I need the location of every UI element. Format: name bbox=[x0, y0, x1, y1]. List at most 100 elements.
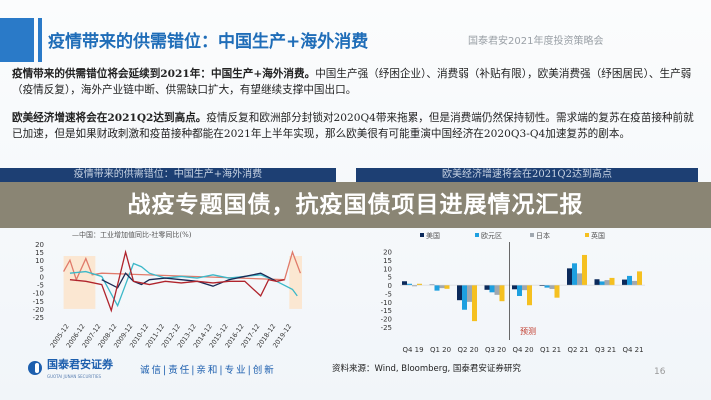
header-accent-line bbox=[38, 18, 42, 62]
bar bbox=[604, 280, 610, 286]
bar bbox=[417, 283, 422, 286]
y-tick-label: 10 bbox=[383, 265, 392, 273]
series-line bbox=[69, 262, 298, 308]
bar bbox=[467, 285, 472, 302]
legend-swatch bbox=[530, 233, 534, 237]
bar bbox=[567, 268, 572, 286]
series-line bbox=[101, 272, 277, 289]
brand-logo-icon bbox=[28, 361, 42, 375]
legend-swatch bbox=[475, 233, 479, 237]
bar bbox=[462, 285, 467, 310]
y-tick-label: 15 bbox=[383, 257, 392, 265]
y-tick-label: 10 bbox=[35, 257, 44, 265]
y-tick-label: 20 bbox=[383, 249, 392, 257]
x-tick-label: Q4 20 bbox=[512, 346, 533, 354]
x-tick-label: Q4 21 bbox=[622, 346, 643, 354]
bar bbox=[594, 279, 600, 286]
brand-name: 国泰君安证券 bbox=[47, 358, 113, 371]
bar bbox=[472, 285, 477, 322]
bar bbox=[599, 281, 605, 286]
x-tick-label: Q3 21 bbox=[595, 346, 616, 354]
bar bbox=[632, 280, 637, 286]
legend-label: 日本 bbox=[536, 231, 550, 240]
bar bbox=[577, 273, 582, 286]
bar bbox=[549, 285, 555, 289]
bar bbox=[429, 284, 435, 286]
legend-label: 欧元区 bbox=[481, 231, 502, 240]
y-tick-label: -10 bbox=[33, 290, 44, 298]
paragraph-1-lead: 疫情带来的供需错位将会延续到2021年：中国生产+海外消费。 bbox=[12, 68, 316, 80]
slogan: 诚信|责任|亲和|专业|创新 bbox=[140, 365, 276, 376]
y-tick-label: -20 bbox=[33, 306, 44, 314]
x-tick-label: Q4 19 bbox=[402, 346, 423, 354]
conference-label: 国泰君安2021年度投资策略会 bbox=[468, 36, 604, 47]
bar bbox=[439, 285, 445, 289]
shaded-period bbox=[289, 256, 302, 309]
bar bbox=[582, 254, 587, 286]
legend-swatch bbox=[420, 233, 424, 237]
series-line bbox=[69, 249, 285, 313]
bar bbox=[539, 285, 545, 286]
bar bbox=[484, 285, 490, 290]
bar bbox=[407, 283, 412, 286]
y-tick-label: 20 bbox=[35, 241, 44, 249]
y-tick-label: 0 bbox=[40, 273, 44, 281]
bar bbox=[544, 285, 550, 288]
slide-title: 疫情带来的供需错位：中国生产+海外消费 bbox=[48, 32, 369, 52]
bar bbox=[402, 281, 407, 286]
paragraph-1-body: 中国生产强（纾困企业）、消费弱（补贴有限），欧美消费强（纾困居民）、生产弱（疫情… bbox=[12, 68, 692, 96]
bar bbox=[622, 279, 627, 286]
series-line bbox=[63, 250, 302, 282]
y-tick-label: -20 bbox=[381, 316, 392, 324]
bar bbox=[512, 285, 517, 290]
y-tick-label: 15 bbox=[35, 249, 44, 257]
x-tick-label: Q2 20 bbox=[457, 346, 478, 354]
paragraph-2-lead: 欧美经济增速将会在2021Q2达到高点。 bbox=[12, 112, 207, 124]
bar bbox=[517, 285, 522, 297]
legend-label: 英国 bbox=[591, 231, 605, 240]
paragraph-1: 疫情带来的供需错位将会延续到2021年：中国生产+海外消费。中国生产强（纾困企业… bbox=[12, 66, 702, 98]
y-tick-label: -5 bbox=[385, 290, 392, 298]
right-chart-title: 欧美经济增速将会在2021Q2达到高点 bbox=[356, 168, 698, 182]
left-legend: —中国：工业增加值同比-社零同比(%) bbox=[72, 230, 192, 239]
bar bbox=[412, 285, 417, 287]
page-number: 16 bbox=[654, 367, 666, 377]
y-tick-label: -25 bbox=[381, 324, 392, 332]
x-tick-label: Q1 20 bbox=[430, 346, 451, 354]
bar bbox=[444, 285, 450, 289]
overlay-title: 战疫专题国债，抗疫国债项目进展情况汇报 bbox=[127, 192, 584, 218]
y-tick-label: -5 bbox=[37, 282, 44, 290]
forecast-label: 预测 bbox=[520, 327, 536, 336]
bar bbox=[522, 285, 527, 291]
x-tick-label: Q1 21 bbox=[540, 346, 561, 354]
legend-swatch bbox=[585, 233, 589, 237]
y-tick-label: -25 bbox=[33, 314, 44, 322]
left-chart-title: 疫情带来的供需错位：中国生产+海外消费 bbox=[0, 168, 336, 182]
y-tick-label: -15 bbox=[381, 307, 392, 315]
y-tick-label: 5 bbox=[388, 274, 392, 282]
bar bbox=[457, 285, 462, 301]
y-tick-label: -10 bbox=[381, 299, 392, 307]
y-tick-label: 5 bbox=[40, 265, 44, 273]
x-tick-label: Q3 20 bbox=[485, 346, 506, 354]
bar bbox=[627, 275, 632, 286]
bar bbox=[489, 285, 495, 293]
x-tick-label: Q2 21 bbox=[567, 346, 588, 354]
bar bbox=[554, 285, 560, 298]
source-note: 资料来源：Wind, Bloomberg, 国泰君安证券研究 bbox=[332, 364, 521, 374]
bar bbox=[637, 271, 642, 286]
paragraph-2: 欧美经济增速将会在2021Q2达到高点。疫情反复和欧洲部分封锁对2020Q4带来… bbox=[12, 110, 702, 142]
brand-name-en: GUOTAI JUNAN SECURITIES bbox=[47, 374, 102, 379]
legend-label: 美国 bbox=[426, 231, 440, 240]
y-tick-label: 0 bbox=[388, 282, 392, 290]
bar bbox=[527, 285, 532, 306]
y-tick-label: -15 bbox=[33, 298, 44, 306]
bar bbox=[609, 277, 615, 286]
bar bbox=[572, 263, 577, 286]
bar bbox=[434, 285, 440, 291]
bar bbox=[499, 285, 505, 302]
paragraph-2-body: 疫情反复和欧洲部分封锁对2020Q4带来拖累，但是消费端仍然保持韧性。需求端的复… bbox=[12, 112, 694, 140]
bar bbox=[494, 285, 500, 295]
header-accent-bar bbox=[0, 18, 34, 62]
